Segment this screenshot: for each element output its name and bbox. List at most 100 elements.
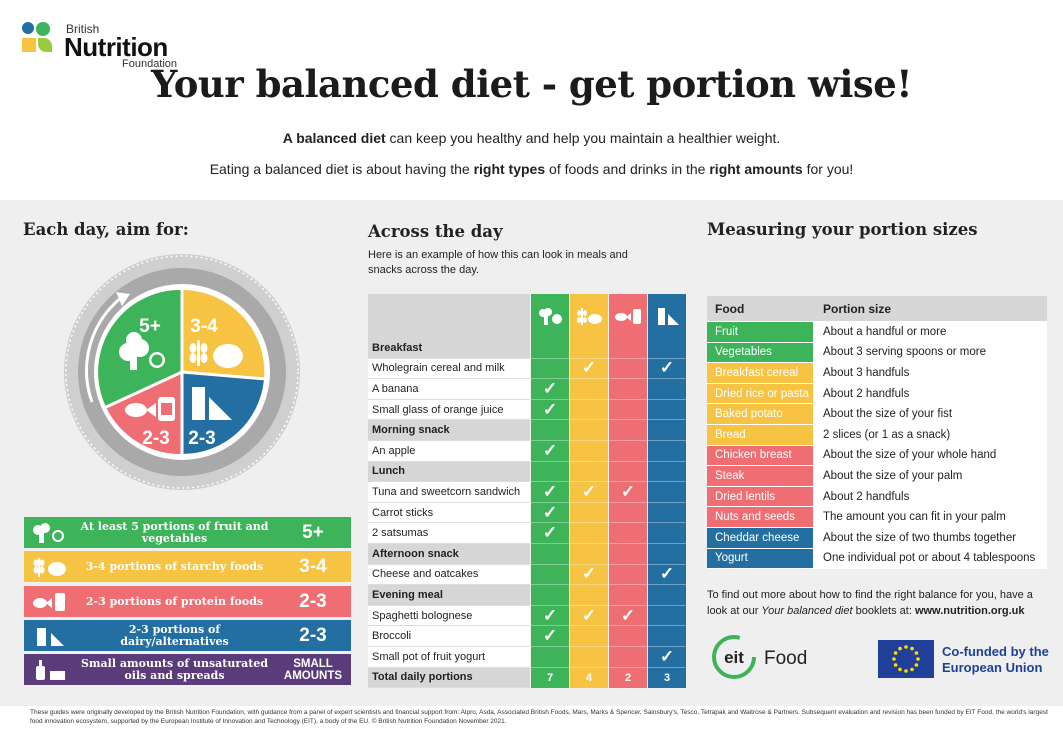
eu-star	[916, 657, 920, 661]
dairy-icon	[648, 294, 686, 338]
day-cell	[648, 441, 686, 462]
intro-text: can keep you healthy and help you mainta…	[385, 130, 781, 146]
aim-heading: Each day, aim for:	[23, 220, 189, 239]
day-cell	[570, 502, 608, 524]
fruit-veg-icon	[531, 294, 569, 338]
aim-row-number: 2-3	[299, 590, 327, 612]
day-total-value: 7	[531, 667, 569, 689]
potato-icon	[213, 344, 243, 368]
broccoli-lime-icon	[24, 517, 74, 548]
portion-size: About the size of your palm	[813, 466, 1047, 486]
day-heading: Across the day	[368, 222, 503, 241]
portion-food: Steak	[707, 466, 813, 486]
portion-row: Yogurt One individual pot or about 4 tabl…	[707, 548, 1047, 570]
day-cell	[609, 420, 647, 441]
day-cell	[648, 379, 686, 400]
day-cell	[531, 564, 569, 586]
portion-food: Chicken breast	[707, 445, 813, 466]
day-row-label: Lunch	[368, 461, 530, 483]
check-icon: ✓	[648, 647, 686, 668]
portion-size: About 2 handfuls	[813, 486, 1047, 507]
portion-col-size: Portion size	[813, 296, 1047, 321]
portion-food: Fruit	[707, 322, 813, 342]
portion-row: Dried lentils About 2 handfuls	[707, 486, 1047, 508]
wheel-dash-ring	[65, 255, 299, 489]
portion-size: About 3 serving spoons or more	[813, 342, 1047, 363]
portion-col-food: Food	[707, 296, 813, 321]
eu-star	[910, 667, 914, 672]
day-section-row: Breakfast	[368, 338, 687, 359]
day-food-row: Small glass of orange juice ✓	[368, 400, 687, 421]
more-text-2: booklets at:	[852, 605, 915, 617]
day-cell	[570, 441, 608, 462]
day-cell	[648, 399, 686, 421]
logo-leaf	[38, 38, 52, 52]
day-cell	[609, 358, 647, 380]
wheat-icon	[189, 340, 208, 366]
day-total-label: Total daily portions	[368, 667, 530, 689]
day-row-label: Morning snack	[368, 420, 530, 441]
day-cell	[570, 461, 608, 483]
portion-size: One individual pot or about 4 tablespoon…	[813, 548, 1047, 569]
eu-star	[904, 669, 908, 673]
wheel-starchy-number: 3-4	[190, 316, 218, 337]
bnf-logo: British Nutrition Foundation	[22, 20, 212, 72]
check-icon: ✓	[570, 358, 608, 380]
day-row-label: Carrot sticks	[368, 502, 530, 524]
svg-text:eit: eit	[724, 648, 744, 667]
day-cell	[648, 544, 686, 565]
day-cell	[648, 461, 686, 483]
header-area: British Nutrition Foundation Your balanc…	[0, 0, 1063, 200]
day-cell	[609, 502, 647, 524]
intro2-e: for you!	[802, 161, 854, 177]
portion-food: Yogurt	[707, 548, 813, 569]
day-cell	[609, 585, 647, 606]
day-row-label: Small glass of orange juice	[368, 399, 530, 421]
eu-flag-icon: Co-funded by the European Union	[878, 640, 1049, 678]
day-cell	[570, 647, 608, 668]
eu-star	[892, 657, 896, 661]
check-icon: ✓	[531, 441, 569, 462]
aim-row-text: Small amounts of unsaturated oils and sp…	[80, 656, 269, 682]
logo-foundation: Foundation	[122, 58, 178, 70]
portion-row: Bread 2 slices (or 1 as a snack)	[707, 424, 1047, 446]
portion-header-row: Food Portion size	[707, 296, 1047, 322]
eu-star	[904, 645, 908, 649]
day-row-label: Broccoli	[368, 626, 530, 647]
day-row-label: 2 satsumas	[368, 523, 530, 544]
day-row-label: Tuna and sweetcorn sandwich	[368, 482, 530, 503]
portion-size: 2 slices (or 1 as a snack)	[813, 424, 1047, 445]
check-icon: ✓	[531, 503, 569, 524]
day-cell	[570, 523, 608, 544]
website-link[interactable]: www.nutrition.org.uk	[914, 605, 1025, 617]
day-cell	[570, 585, 608, 606]
day-cell	[609, 544, 647, 565]
portion-size: About 2 handfuls	[813, 383, 1047, 404]
svg-text:Co-funded by the: Co-funded by the	[942, 644, 1049, 659]
check-icon: ✓	[609, 482, 647, 503]
eu-star	[914, 651, 919, 655]
day-food-row: Small pot of fruit yogurt ✓	[368, 647, 687, 668]
page-title: Your balanced diet - get portion wise!	[151, 62, 912, 106]
eu-star	[893, 651, 898, 655]
day-total-row: Total daily portions 7 4 2 3	[368, 667, 687, 689]
day-cell	[531, 647, 569, 668]
day-note: Here is an example of how this can look …	[368, 249, 628, 276]
svg-text:European Union: European Union	[942, 660, 1042, 675]
day-food-row: Broccoli ✓	[368, 626, 687, 647]
check-icon: ✓	[648, 564, 686, 586]
booklet-title: Your balanced diet	[761, 605, 853, 617]
portion-row: Steak About the size of your palm	[707, 466, 1047, 487]
logo-green-dot	[36, 22, 50, 36]
day-cell	[570, 420, 608, 441]
day-cell	[570, 379, 608, 400]
day-food-row: A banana ✓	[368, 379, 687, 400]
footer-note: These guides were originally developed b…	[30, 709, 1048, 725]
logo-nutrition: Nutrition	[64, 32, 168, 62]
tin-icon	[158, 397, 175, 421]
aim-row: 2-3 portions of dairy/alternatives 2-3	[24, 620, 351, 651]
day-food-row: 2 satsumas ✓	[368, 523, 687, 544]
day-cell	[609, 461, 647, 483]
more-info: To find out more about how to find the r…	[707, 587, 1047, 619]
protein-icon	[609, 294, 647, 338]
